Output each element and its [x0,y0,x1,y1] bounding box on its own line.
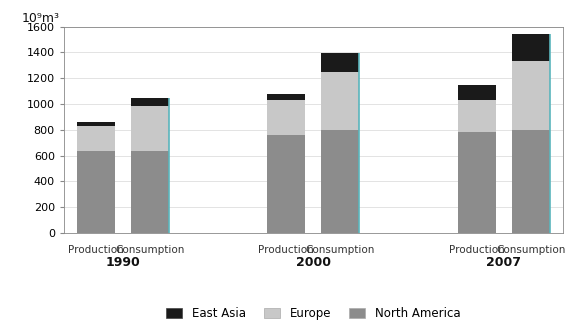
Bar [130,98,169,106]
Bar [512,62,550,130]
Bar [267,135,305,233]
Bar [77,122,115,126]
Bar [267,100,305,135]
Bar [321,72,359,130]
Bar [321,130,359,233]
Bar [77,126,115,151]
Bar [77,151,115,233]
Text: Production: Production [449,245,505,255]
Text: Consumption: Consumption [496,245,566,255]
Text: Consumption: Consumption [115,245,184,255]
Bar [321,53,359,72]
Text: Production: Production [258,245,314,255]
Text: 1990: 1990 [105,256,140,269]
Text: Consumption: Consumption [306,245,375,255]
Bar [130,151,169,233]
Text: 2000: 2000 [296,256,331,269]
Bar [512,34,550,62]
Bar [458,132,496,233]
Legend: East Asia, Europe, North America: East Asia, Europe, North America [166,307,461,320]
Bar [458,100,496,132]
Text: Production: Production [68,245,124,255]
Bar [458,85,496,100]
Bar [130,106,169,151]
Bar [267,94,305,100]
Text: 2007: 2007 [486,256,521,269]
Bar [512,130,550,233]
Text: 10⁹m³: 10⁹m³ [21,12,59,25]
